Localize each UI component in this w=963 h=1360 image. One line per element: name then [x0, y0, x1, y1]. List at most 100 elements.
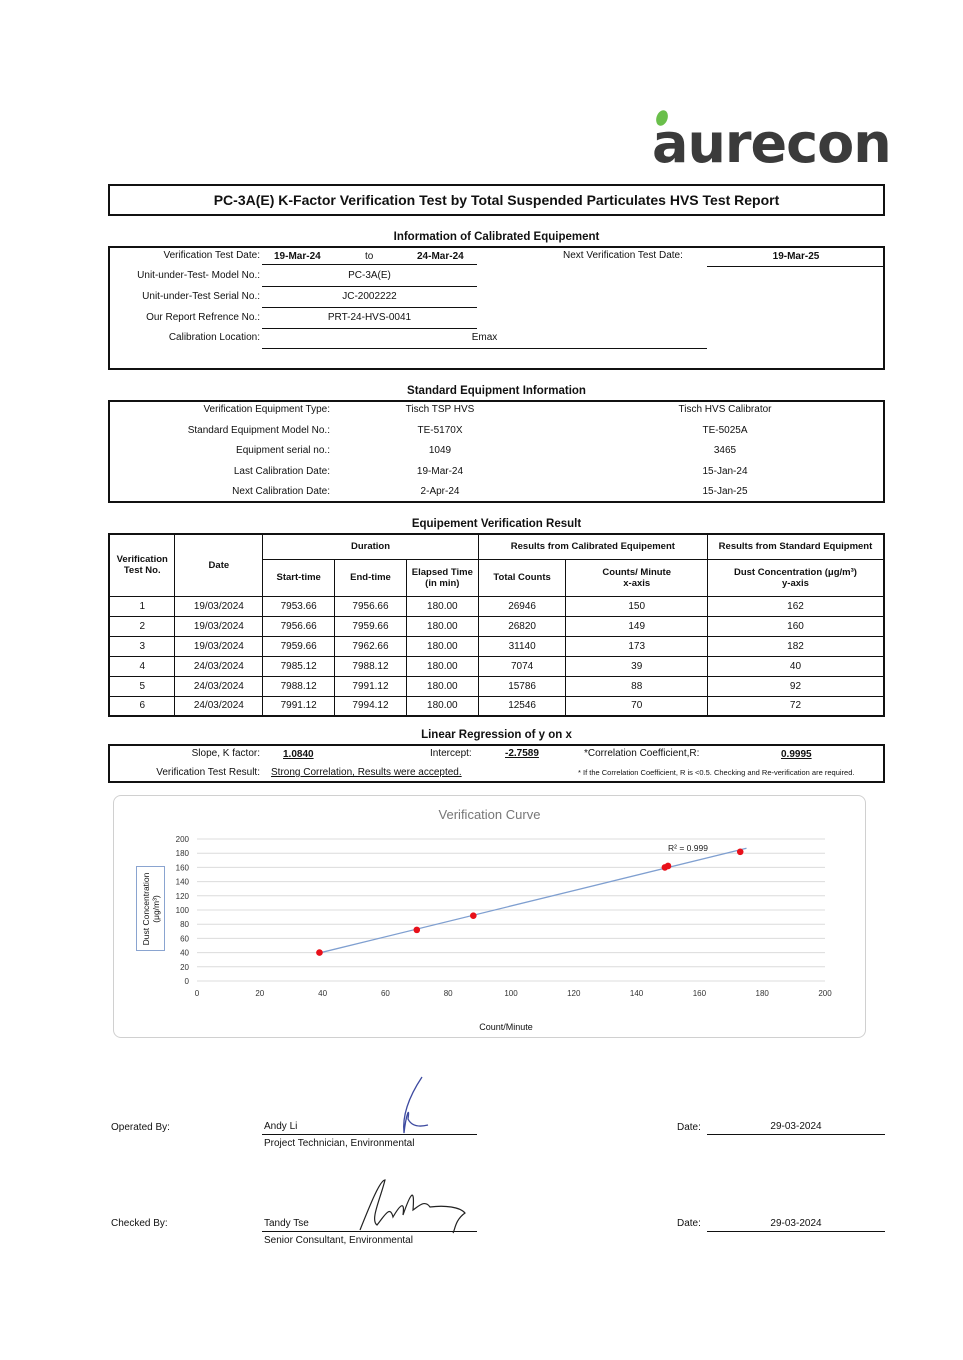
test-date-from: 19-Mar-24	[274, 251, 321, 262]
operated-date: 29-03-2024	[707, 1121, 885, 1135]
dust-label: Dust Concentration (μg/m³)	[733, 566, 857, 578]
calibrator-value: 15-Jan-24	[702, 465, 748, 477]
regression-heading: Linear Regression of y on x	[421, 729, 572, 741]
calibrator-value: 3465	[713, 445, 737, 456]
slope-label: Slope, K factor:	[191, 748, 260, 759]
x-tick-label: 140	[630, 989, 644, 998]
verification-heading: Equipement Verification Result	[411, 518, 582, 530]
chart-frame	[113, 795, 866, 1038]
data-point	[736, 848, 744, 856]
x-tick-label: 80	[444, 989, 453, 998]
x-tick-label: 160	[693, 989, 707, 998]
table-row: 1 19/03/2024 7953.66 7956.66 180.00 26946 150 1…	[108, 595, 885, 617]
ref-value: PRT-24-HVS-0041	[262, 312, 477, 329]
standard-label: Equipment serial no.:	[236, 445, 330, 456]
r-squared-label: R² = 0.999	[668, 843, 708, 853]
serial-label: Unit-under-Test Serial No.:	[142, 291, 260, 302]
data-point	[661, 864, 669, 871]
test-date-label: Verification Test Date:	[163, 250, 260, 261]
y-tick-label: 40	[180, 949, 189, 958]
y-tick-label: 80	[180, 920, 189, 929]
table-cell: 70	[565, 695, 708, 717]
result-value: Strong Correlation, Results were accepte…	[271, 767, 462, 778]
table-row: 6 24/03/2024 7991.12 7994.12 180.00 12546 70 72	[108, 695, 885, 717]
model-label: Unit-under-Test- Model No.:	[137, 270, 260, 281]
y-tick-label: 120	[176, 892, 190, 901]
chart-xlabel: Count/Minute	[479, 1022, 533, 1032]
x-tick-label: 120	[567, 989, 581, 998]
standard-label: Standard Equipment Model No.:	[187, 424, 330, 436]
header-cpm: Counts/ Minute x-axis	[565, 558, 708, 597]
divider	[262, 264, 477, 265]
xaxis-label: x-axis	[623, 577, 651, 589]
checked-signature	[359, 1179, 466, 1234]
location-value: Emax	[262, 332, 707, 349]
calibrated-info-box	[108, 246, 885, 370]
operated-signature	[403, 1076, 429, 1134]
y-tick-label: 60	[180, 934, 189, 943]
table-cell: 12546	[477, 695, 567, 717]
data-point	[413, 926, 421, 934]
standard-label: Last Calibration Date:	[233, 465, 330, 477]
header-start: Start-time	[262, 558, 336, 597]
to-label: to	[365, 251, 374, 262]
intercept-label: Intercept:	[430, 748, 472, 759]
checked-date-label: Date:	[677, 1218, 701, 1229]
location-label: Calibration Location:	[168, 332, 260, 343]
calibrator-value: Tisch HVS Calibrator	[678, 404, 772, 415]
operated-label: Operated By:	[111, 1122, 170, 1133]
regression-box	[108, 744, 885, 783]
standard-label: Verification Equipment Type:	[203, 404, 330, 415]
y-tick-label: 140	[176, 878, 190, 887]
x-tick-label: 200	[818, 989, 832, 998]
r-value: 0.9995	[781, 749, 812, 760]
y-tick-label: 0	[185, 977, 190, 986]
table-cell: 24/03/2024	[174, 695, 264, 717]
operated-title: Project Technician, Environmental	[264, 1138, 415, 1149]
table-row: 5 24/03/2024 7988.12 7991.12 180.00 15786 88 92	[108, 675, 885, 697]
standard-heading: Standard Equipment Information	[407, 385, 586, 397]
y-tick-label: 180	[176, 849, 190, 858]
result-label: Verification Test Result:	[156, 767, 260, 778]
table-row: 4 24/03/2024 7985.12 7988.12 180.00 7074 39 40	[108, 655, 885, 677]
x-tick-label: 60	[381, 989, 390, 998]
serial-value: JC-2002222	[262, 291, 477, 308]
regression-note: * If the Correlation Coefficient, R is <…	[578, 768, 855, 777]
header-date: Date	[174, 533, 264, 597]
table-cell: 180.00	[405, 695, 479, 717]
tsp-hvs-value: 2-Apr-24	[420, 486, 460, 497]
calibrator-value: TE-5025A	[702, 424, 748, 436]
header-calibrated: Results from Calibrated Equipement	[477, 533, 708, 560]
intercept-value: -2.7589	[505, 748, 539, 759]
header-end: End-time	[334, 558, 407, 597]
y-tick-label: 200	[176, 835, 190, 844]
calibrated-heading: Information of Calibrated Equipement	[393, 231, 600, 243]
data-point	[316, 949, 323, 956]
tsp-hvs-value: TE-5170X	[417, 424, 463, 436]
x-tick-label: 100	[504, 989, 518, 998]
header-test-no: Verification Test No.	[108, 533, 176, 597]
standard-label: Next Calibration Date:	[232, 486, 330, 497]
r-label: *Correlation Coefficient,R:	[584, 748, 700, 759]
x-tick-label: 20	[255, 989, 264, 998]
next-test-value: 19-Mar-25	[707, 251, 885, 267]
report-title-box: PC-3A(E) K-Factor Verification Test by T…	[108, 184, 885, 216]
trendline	[319, 847, 747, 954]
test-date-to: 24-Mar-24	[417, 251, 464, 262]
ref-label: Our Report Refrence No.:	[146, 312, 260, 323]
x-tick-label: 0	[195, 989, 200, 998]
y-tick-label: 20	[180, 963, 189, 972]
x-tick-label: 180	[756, 989, 770, 998]
table-row: 2 19/03/2024 7956.66 7959.66 180.00 26820 149 1…	[108, 615, 885, 637]
slope-value: 1.0840	[283, 749, 314, 760]
verification-table: Verification Test No. Date Duration Resu…	[108, 533, 885, 717]
calibrator-value: 15-Jan-25	[702, 486, 748, 497]
header-elapsed: Elapsed Time (in min)	[405, 558, 479, 597]
data-point	[470, 912, 477, 919]
chart-ylabel-box: Dust Concentration (μg/m³)	[136, 866, 165, 951]
y-tick-label: 100	[176, 906, 190, 915]
model-value: PC-3A(E)	[262, 270, 477, 287]
yaxis-label: y-axis	[782, 577, 809, 589]
checked-label: Checked By:	[111, 1218, 168, 1229]
